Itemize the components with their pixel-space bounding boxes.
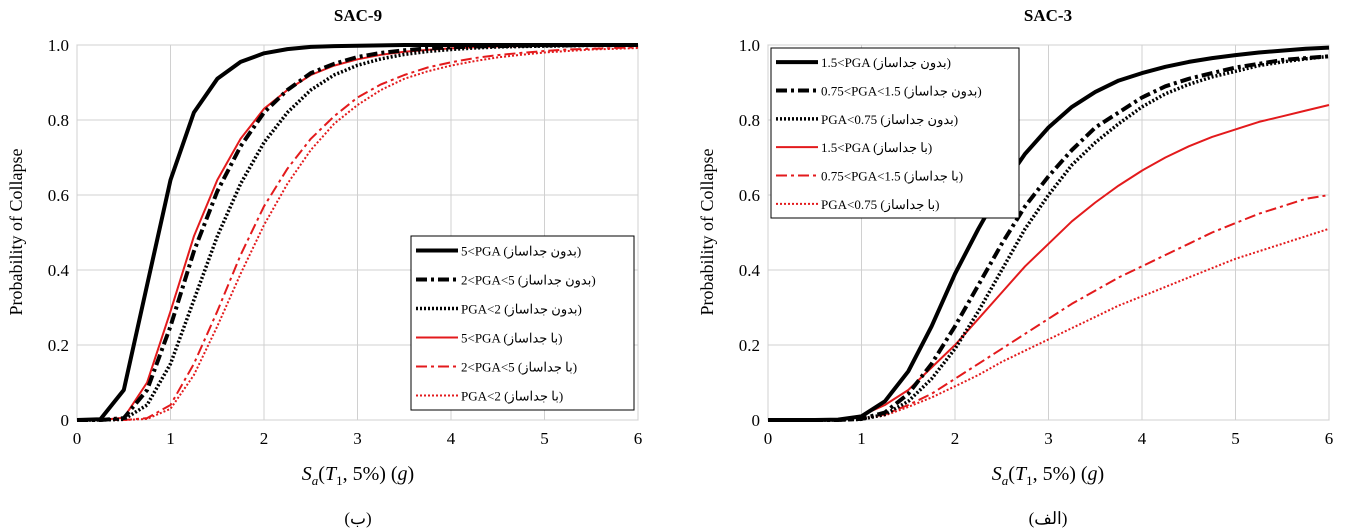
y-tick-label: 0.6 [739,186,760,205]
x-tick-label: 3 [1044,429,1053,448]
x-tick-label: 4 [1138,429,1147,448]
y-tick-label: 0 [61,411,70,430]
series-line [76,43,638,422]
x-axis-label: Sa(T1, 5%) (g) [302,463,414,488]
legend-label: 5<PGA (با جداساز) [461,331,562,347]
x-ticks: 0 1 2 3 4 5 6 [764,429,1334,448]
y-tick-label: 0.6 [48,186,69,205]
legend-label: PGA<2 (بدون جداساز) [461,302,582,318]
x-tick-label: 2 [951,429,960,448]
y-ticks: 0 0.2 0.4 0.6 0.8 1.0 [739,36,761,430]
x-axis-label: Sa(T1, 5%) (g) [992,463,1104,488]
chart-caption: (الف) [1029,509,1068,528]
series-line [768,45,1330,422]
legend-label: 2<PGA<5 (با جداساز) [461,360,577,376]
y-tick-label: 0.8 [739,111,760,130]
y-tick-label: 0.2 [739,336,760,355]
x-tick-label: 1 [166,429,175,448]
legend-label: 0.75<PGA<1.5 (با جداساز) [821,169,963,185]
legend-label: PGA<0.75 (با جداساز) [821,197,939,213]
y-tick-label: 0.8 [48,111,69,130]
chart-caption: (ب) [344,509,371,528]
y-ticks: 0 0.2 0.4 0.6 0.8 1.0 [48,36,70,430]
x-tick-label: 6 [634,429,643,448]
y-tick-label: 0.2 [48,336,69,355]
y-tick-label: 0.4 [739,261,761,280]
legend-box [770,47,1020,219]
legend: 1.5<PGA (بدون جداساز) 0.75<PGA<1.5 (بدون … [770,47,1020,219]
legend-label: PGA<0.75 (بدون جداساز) [821,112,958,128]
series-line [768,54,1330,422]
legend-label: 1.5<PGA (با جداساز) [821,140,932,156]
series-layer [768,45,1330,422]
legend-label: PGA<2 (با جداساز) [461,389,563,405]
y-tick-label: 1.0 [739,36,760,55]
x-tick-label: 3 [353,429,362,448]
chart-sac9: SAC-9 0 1 2 3 4 5 6 0 0.2 0.4 0.6 0.8 1.0 5<PGA (بد… [6,6,642,528]
y-tick-label: 0 [752,411,761,430]
chart-sac3: SAC-3 0 1 2 3 4 5 6 0 0.2 0.4 0.6 0.8 1.0 1.5<PGA (… [697,6,1333,528]
x-tick-label: 4 [447,429,456,448]
chart-title: SAC-9 [334,6,382,25]
legend-label: 2<PGA<5 (بدون جداساز) [461,273,596,289]
x-tick-label: 2 [260,429,269,448]
x-tick-label: 5 [1231,429,1240,448]
x-ticks: 0 1 2 3 4 5 6 [73,429,643,448]
legend: 5<PGA (بدون جداساز) 2<PGA<5 (بدون جداساز)… [410,235,635,411]
x-tick-label: 0 [764,429,773,448]
grid [767,44,1330,421]
legend-label: 1.5<PGA (بدون جداساز) [821,55,951,71]
legend-label: 5<PGA (بدون جداساز) [461,244,581,260]
y-axis-label: Probability of Collapse [6,148,26,315]
legend-label: 0.75<PGA<1.5 (بدون جداساز) [821,84,982,100]
chart-title: SAC-3 [1024,6,1072,25]
series-line [77,47,639,421]
x-tick-label: 5 [540,429,549,448]
series-layer [76,43,639,422]
y-axis-label: Probability of Collapse [697,148,717,315]
x-tick-label: 0 [73,429,82,448]
x-tick-label: 6 [1325,429,1334,448]
x-tick-label: 1 [857,429,866,448]
y-tick-label: 1.0 [48,36,69,55]
series-line [77,46,639,421]
series-line [77,43,639,422]
y-tick-label: 0.4 [48,261,70,280]
legend-box [410,235,635,411]
